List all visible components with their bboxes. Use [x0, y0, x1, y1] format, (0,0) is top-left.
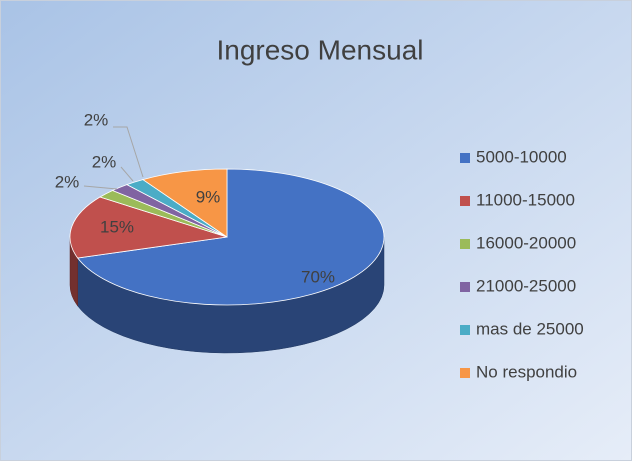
legend-swatch: [460, 368, 470, 378]
leader-line: [83, 185, 118, 190]
legend-label: 11000-15000: [476, 190, 575, 209]
leader-line: [113, 126, 144, 178]
legend-swatch: [460, 282, 470, 292]
legend-swatch: [460, 196, 470, 206]
slice: [141, 168, 228, 238]
legend-label: 16000-20000: [476, 233, 576, 252]
leader-line: [120, 166, 134, 182]
data-label: 70%: [301, 267, 335, 286]
slice: [69, 196, 228, 259]
data-label: 2%: [92, 152, 117, 171]
legend-label: No respondio: [476, 362, 577, 381]
data-label: 2%: [84, 110, 109, 129]
legend-label: 21000-25000: [476, 276, 576, 295]
chart-title: Ingreso Mensual: [216, 34, 423, 65]
data-label: 2%: [55, 172, 80, 191]
legend-label: 5000-10000: [476, 147, 567, 166]
legend-swatch: [460, 239, 470, 249]
data-label: 9%: [196, 187, 221, 206]
legend-swatch: [460, 325, 470, 335]
legend-swatch: [460, 153, 470, 163]
legend-label: mas de 25000: [476, 319, 584, 338]
slice: [76, 168, 385, 306]
data-label: 15%: [100, 217, 134, 236]
